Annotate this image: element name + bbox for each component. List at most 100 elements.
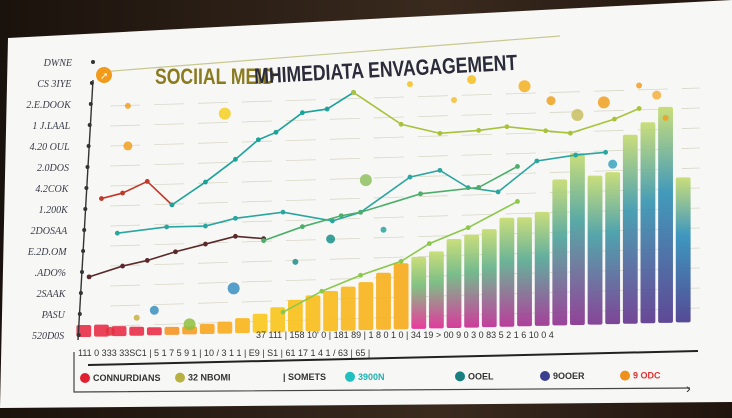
y-tick-label: CS 3IYE — [37, 79, 71, 90]
arrow-right-icon: › — [686, 380, 691, 396]
series-point — [612, 116, 617, 122]
scatter-dot — [662, 114, 669, 121]
scatter-dot — [105, 326, 115, 336]
y-tick-dot — [89, 81, 94, 85]
series-point — [300, 110, 305, 116]
bar — [464, 234, 480, 328]
bar — [605, 172, 621, 325]
legend-label: 32 NBOMI — [188, 373, 231, 383]
gridline — [109, 107, 701, 127]
series-point — [636, 106, 642, 111]
scatter-dot — [597, 96, 610, 109]
bar — [199, 324, 215, 334]
series-point — [203, 241, 208, 247]
y-tick-label: 2DOSAA — [31, 226, 69, 237]
series-point — [476, 127, 482, 133]
series-point — [273, 129, 279, 135]
series-point — [398, 121, 404, 127]
bar — [235, 318, 250, 334]
scatter-dot — [652, 90, 662, 100]
series-point — [144, 258, 150, 263]
series-point — [407, 174, 413, 180]
y-tick-label: 2.E.DOOK — [26, 100, 72, 111]
y-tick-label: 2.0DOS — [37, 163, 69, 174]
series-point — [233, 156, 238, 162]
y-tick-label: DWNE — [43, 58, 72, 69]
series-point — [573, 152, 579, 158]
bar — [640, 122, 656, 324]
bar — [323, 291, 339, 331]
series-point — [319, 288, 325, 294]
legend-label: CONNURDIANS — [93, 373, 161, 383]
series-point — [280, 209, 286, 215]
series-point — [261, 238, 267, 244]
bar — [481, 229, 497, 328]
scatter-dot — [571, 109, 584, 121]
y-tick-dot — [78, 291, 83, 295]
series-point — [418, 191, 423, 197]
series-point — [203, 223, 208, 229]
y-tick-dot — [76, 333, 81, 337]
series-point — [515, 199, 520, 204]
series-point — [120, 190, 125, 196]
series-point — [603, 149, 609, 155]
series-point — [300, 224, 305, 230]
bars — [76, 106, 691, 337]
y-tick-dot — [86, 144, 91, 148]
x-tick-labels-lower: 111 0 333 33SC1 | 5 1 7 5 9 1 | 10 / 3 1… — [78, 348, 370, 358]
series-point — [144, 179, 150, 184]
series-point — [437, 130, 443, 136]
series-point — [351, 90, 356, 95]
series-point — [329, 218, 335, 224]
series-point — [120, 263, 125, 269]
scatter-dot — [380, 226, 387, 233]
series-point — [398, 258, 404, 264]
bar — [570, 153, 585, 325]
legend: CONNURDIANS 32 NBOMI | SOMETS 3900N OOEL 9OOE… — [80, 370, 661, 383]
bar — [552, 179, 568, 326]
series-point — [437, 167, 443, 173]
scatter-dot — [451, 97, 458, 103]
bar — [358, 282, 374, 331]
bar — [393, 263, 409, 330]
bar — [111, 326, 127, 337]
y-tick-label: 520D0S — [32, 331, 64, 342]
y-tick-label: E.2D.OM — [27, 247, 68, 258]
gridline — [109, 147, 701, 167]
bar — [164, 326, 180, 335]
scatter-dot — [636, 82, 643, 89]
series-point — [203, 179, 208, 185]
series-line — [117, 151, 606, 234]
legend-label: 3900N — [358, 372, 385, 382]
legend-swatch — [345, 371, 355, 382]
scatter-dot — [183, 318, 196, 331]
scatter-dot — [467, 75, 477, 85]
series-point — [426, 241, 432, 247]
scatter-dot — [123, 141, 133, 151]
arrow-icon: ➚ — [100, 71, 108, 82]
series-point — [358, 272, 363, 278]
scatter-dot — [149, 305, 159, 315]
y-tick-dot — [82, 228, 87, 232]
scatter-dot — [227, 282, 240, 295]
bar — [499, 217, 515, 327]
y-tick-label: 4.20 OUL — [30, 142, 70, 153]
bar — [411, 256, 427, 329]
gridline — [109, 87, 701, 107]
y-tick-dot — [81, 249, 86, 253]
scatter-dot — [133, 314, 140, 321]
series-point — [173, 249, 178, 255]
y-tick-dot — [84, 186, 89, 190]
series-point — [465, 225, 471, 231]
gridline — [109, 127, 701, 147]
series-line — [101, 180, 173, 206]
scatter-dot — [218, 107, 231, 120]
bar — [146, 327, 162, 336]
logo-badge — [96, 67, 112, 83]
series-point — [169, 202, 175, 208]
scatter-dot — [518, 80, 531, 93]
bar — [675, 177, 691, 323]
y-tick-dot — [88, 102, 93, 106]
y-tick-dot — [91, 60, 95, 64]
bar — [428, 251, 444, 329]
